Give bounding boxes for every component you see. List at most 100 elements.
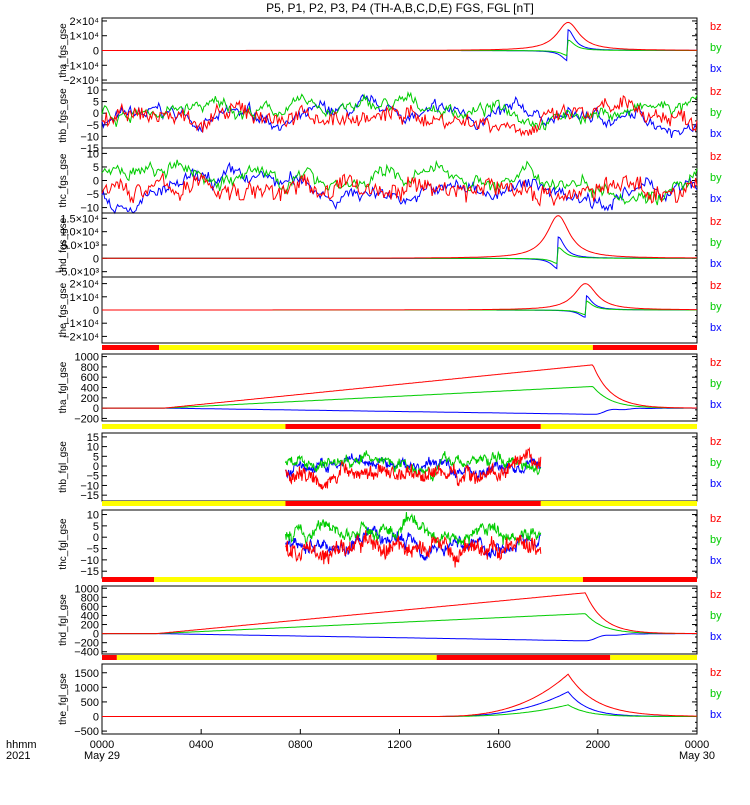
status-bar-segment bbox=[582, 577, 697, 582]
series-bx-line bbox=[101, 93, 698, 139]
series-bx-line bbox=[285, 453, 542, 480]
series-bz-line bbox=[285, 446, 542, 491]
y-tick-label: 1000 bbox=[75, 583, 99, 595]
legend-bx: bx bbox=[710, 193, 722, 205]
y-axis-label: thb_fgl_gse bbox=[58, 441, 69, 493]
series-bz-line bbox=[101, 95, 698, 137]
legend-by: by bbox=[710, 610, 722, 622]
status-bar-segment bbox=[102, 424, 286, 429]
y-tick-label: −200 bbox=[74, 638, 99, 650]
series-by-line bbox=[101, 159, 698, 206]
series-by-line bbox=[285, 512, 542, 548]
y-tick-label: 0 bbox=[93, 108, 99, 120]
y-tick-label: 0 bbox=[93, 176, 99, 188]
status-bar-segment bbox=[592, 345, 697, 350]
legend-bz: bz bbox=[710, 357, 722, 369]
legend-bx: bx bbox=[710, 128, 722, 140]
series-by-line bbox=[102, 385, 698, 409]
series-bz-line bbox=[102, 673, 697, 717]
y-tick-label: 600 bbox=[81, 372, 99, 384]
y-axis-label: thd_fgs_gse bbox=[58, 217, 69, 272]
status-bar-segment bbox=[610, 655, 697, 660]
series-bx-line bbox=[102, 407, 697, 415]
legend-bz: bz bbox=[710, 280, 722, 292]
x-axis-year: 2021 bbox=[6, 750, 30, 762]
series-by-line bbox=[102, 613, 697, 635]
y-tick-label: −5 bbox=[86, 544, 99, 556]
status-bar-segment bbox=[540, 424, 697, 429]
legend-by: by bbox=[710, 378, 722, 390]
y-tick-label: 5 bbox=[93, 97, 99, 109]
y-tick-label: 5 bbox=[93, 521, 99, 533]
y-tick-label: −10 bbox=[80, 131, 99, 143]
y-tick-label: −1×10⁴ bbox=[63, 318, 99, 330]
legend-bx: bx bbox=[710, 399, 722, 411]
chart-title: P5, P1, P2, P3, P4 (TH-A,B,C,D,E) FGS, F… bbox=[266, 1, 534, 15]
y-axis-label: thd_fgl_gse bbox=[58, 594, 69, 646]
panel-frame bbox=[101, 147, 698, 214]
y-tick-label: −10 bbox=[80, 480, 99, 492]
y-tick-label: 1500 bbox=[75, 668, 99, 680]
y-axis-label: the_fgs_gse bbox=[58, 282, 69, 337]
y-tick-label: 1×10⁴ bbox=[69, 31, 99, 43]
y-tick-label: 10 bbox=[87, 85, 99, 97]
x-date-right: May 30 bbox=[679, 750, 715, 762]
series-by-line bbox=[285, 450, 541, 482]
legend-bx: bx bbox=[710, 322, 722, 334]
y-tick-label: 400 bbox=[81, 383, 99, 395]
legend-bx: bx bbox=[710, 258, 722, 270]
y-tick-label: −400 bbox=[74, 647, 99, 659]
series-by-line bbox=[101, 91, 698, 131]
y-tick-label: 2×10⁴ bbox=[69, 279, 99, 291]
y-tick-label: −1×10⁴ bbox=[63, 60, 99, 72]
y-tick-label: 10 bbox=[87, 510, 99, 522]
legend-bx: bx bbox=[710, 555, 722, 567]
legend-bz: bz bbox=[710, 86, 722, 98]
y-tick-label: −200 bbox=[74, 413, 99, 425]
legend-bz: bz bbox=[710, 151, 722, 163]
status-bar-segment bbox=[436, 655, 611, 660]
y-tick-label: 200 bbox=[81, 620, 99, 632]
y-tick-label: 0 bbox=[93, 46, 99, 58]
panel-3: 10 5 0−5 −10 thc_fgs_gse bz by bx bbox=[58, 147, 722, 215]
y-tick-label: −2×10⁴ bbox=[63, 75, 99, 87]
status-bar-segment bbox=[154, 577, 583, 582]
x-tick-label: 2000 bbox=[586, 739, 610, 751]
series-bx-line bbox=[102, 236, 697, 270]
y-tick-label: 1×10⁴ bbox=[69, 292, 99, 304]
x-tick-label: 0000 bbox=[685, 739, 709, 751]
y-tick-label: 1000 bbox=[75, 352, 99, 364]
series-bz-line bbox=[101, 172, 698, 207]
y-tick-label: −15 bbox=[80, 143, 99, 155]
status-bar-segment bbox=[102, 655, 117, 660]
panel-frame bbox=[101, 585, 698, 655]
legend-by: by bbox=[710, 301, 722, 313]
y-tick-label: 5 bbox=[93, 451, 99, 463]
legend-bz: bz bbox=[710, 436, 722, 448]
series-bx-line bbox=[102, 294, 697, 318]
y-tick-label: 0 bbox=[93, 253, 99, 265]
y-tick-label: 0 bbox=[93, 629, 99, 641]
y-tick-label: 15 bbox=[87, 432, 99, 444]
series-bz-line bbox=[102, 283, 697, 311]
x-tick-label: 1200 bbox=[387, 739, 411, 751]
status-bar-segment bbox=[102, 577, 155, 582]
legend-bz: bz bbox=[710, 589, 722, 601]
y-tick-label: 400 bbox=[81, 610, 99, 622]
panel-frame bbox=[101, 663, 698, 735]
y-tick-label: 10 bbox=[87, 148, 99, 160]
series-bz-line bbox=[102, 21, 697, 51]
y-tick-label: 2×10⁴ bbox=[69, 16, 99, 28]
series-bz-line bbox=[102, 364, 697, 409]
x-axis: hhmm 2021 May 29 May 30 0000 0400 0800 1200… bbox=[6, 729, 715, 762]
legend-bx: bx bbox=[710, 631, 722, 643]
y-axis-label: tha_fgl_gse bbox=[58, 361, 69, 413]
